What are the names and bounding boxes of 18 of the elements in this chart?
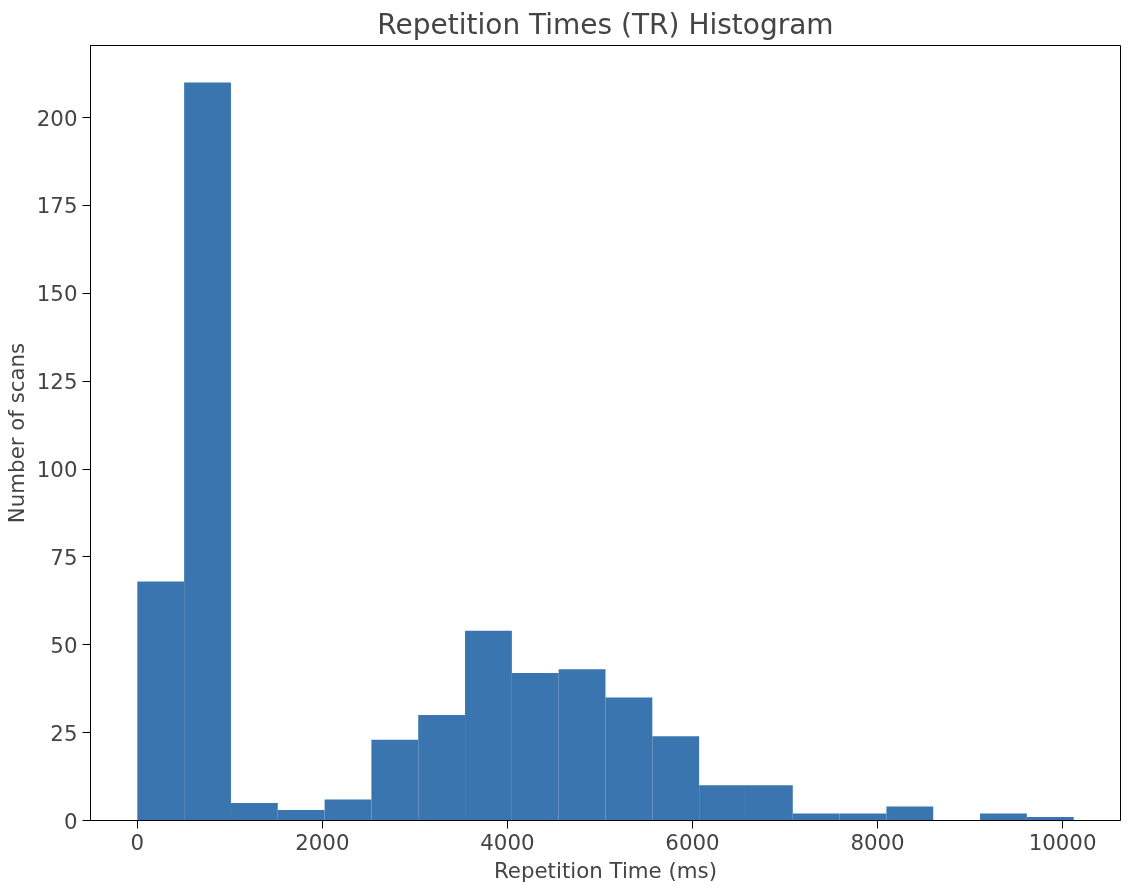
x-tick-label: 8000 xyxy=(850,829,905,855)
y-tick-label: 150 xyxy=(36,281,78,307)
y-tick-label: 100 xyxy=(36,457,78,483)
x-tick-label: 0 xyxy=(130,829,145,855)
y-tick-label: 50 xyxy=(50,632,78,658)
x-tick-label: 10000 xyxy=(1028,829,1097,855)
x-tick-label: 4000 xyxy=(480,829,535,855)
y-tick-label: 125 xyxy=(36,369,78,395)
y-tick-label: 175 xyxy=(36,193,78,219)
y-tick-label: 200 xyxy=(36,105,78,131)
chart-title: Repetition Times (TR) Histogram xyxy=(377,7,834,41)
x-tick-label: 6000 xyxy=(665,829,720,855)
x-tick-label: 2000 xyxy=(295,829,350,855)
y-tick-label: 25 xyxy=(50,720,78,746)
y-tick-label: 75 xyxy=(50,544,78,570)
y-tick-label: 0 xyxy=(63,808,78,834)
x-axis-title: Repetition Time (ms) xyxy=(493,857,718,883)
y-axis-title: Number of scans xyxy=(3,342,29,524)
